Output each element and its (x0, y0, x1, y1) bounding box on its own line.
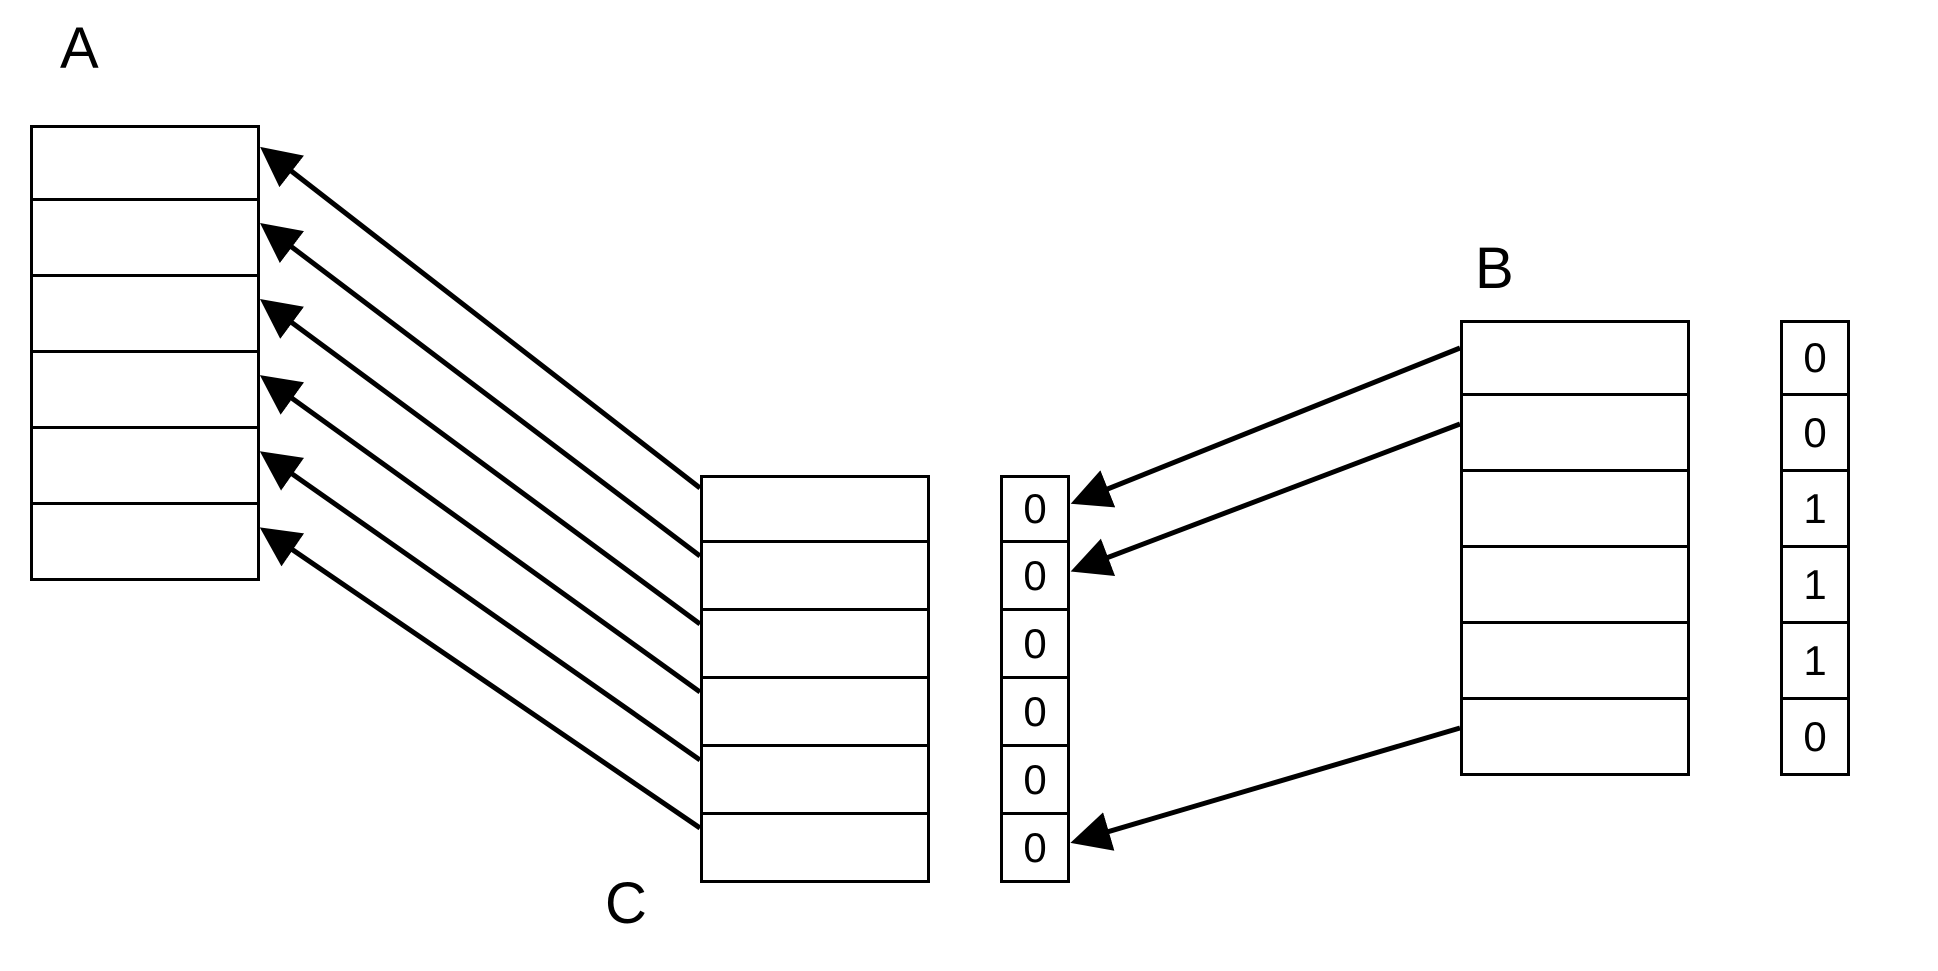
table-C-cell (700, 543, 930, 611)
table-B-bits: 0 0 1 1 1 0 (1780, 320, 1850, 776)
table-C-cell (700, 679, 930, 747)
table-C-bit-cell: 0 (1000, 679, 1070, 747)
table-B-cell (1460, 700, 1690, 776)
arrow (1080, 348, 1460, 500)
table-B-cell (1460, 396, 1690, 472)
table-B-bit-cell: 0 (1780, 396, 1850, 472)
table-B-bit-cell: 1 (1780, 548, 1850, 624)
arrow (268, 305, 700, 624)
table-C (700, 475, 930, 883)
table-B-bit-cell: 1 (1780, 472, 1850, 548)
table-B-cell (1460, 624, 1690, 700)
table-A-cell (30, 429, 260, 505)
arrow (268, 533, 700, 828)
table-C-cell (700, 475, 930, 543)
arrow (1080, 728, 1460, 840)
label-A: A (60, 15, 99, 82)
table-C-bits: 0 0 0 0 0 0 (1000, 475, 1070, 883)
arrow (268, 153, 700, 488)
table-A-cell (30, 201, 260, 277)
label-C: C (605, 870, 647, 937)
table-A-cell (30, 353, 260, 429)
table-B-cell (1460, 320, 1690, 396)
table-B-cell (1460, 472, 1690, 548)
table-C-bit-cell: 0 (1000, 611, 1070, 679)
table-C-bit-cell: 0 (1000, 475, 1070, 543)
arrow (268, 381, 700, 692)
table-A-cell (30, 125, 260, 201)
table-B-bit-cell: 1 (1780, 624, 1850, 700)
table-B (1460, 320, 1690, 776)
table-C-bit-cell: 0 (1000, 815, 1070, 883)
arrow (268, 457, 700, 760)
table-B-bit-cell: 0 (1780, 700, 1850, 776)
table-A-cell (30, 505, 260, 581)
table-C-cell (700, 815, 930, 883)
label-B: B (1475, 235, 1514, 302)
table-B-cell (1460, 548, 1690, 624)
table-B-bit-cell: 0 (1780, 320, 1850, 396)
table-C-bit-cell: 0 (1000, 747, 1070, 815)
arrow (268, 229, 700, 556)
table-C-cell (700, 611, 930, 679)
arrow (1080, 424, 1460, 568)
table-A (30, 125, 260, 581)
table-C-cell (700, 747, 930, 815)
table-C-bit-cell: 0 (1000, 543, 1070, 611)
table-A-cell (30, 277, 260, 353)
